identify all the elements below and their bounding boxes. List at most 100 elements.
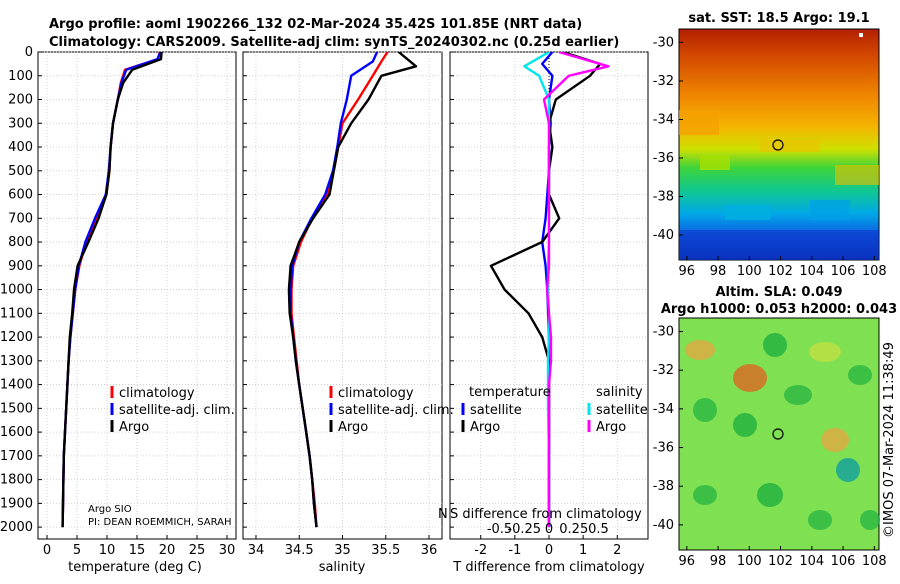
depth-tick-label: 1800 [0,473,33,488]
salinity-xlabel: salinity [319,560,366,575]
depth-tick-label: 100 [8,69,33,84]
depth-tick-label: 0 [25,45,33,60]
depth-tick-label: 1600 [0,425,33,440]
difference-legend: temperature salinity satellite Argo sate… [461,385,648,435]
depth-tick-label: 700 [8,211,33,226]
map-y-tick-label: -40 [653,518,674,533]
map-y-tick-label: -38 [653,479,674,494]
figure-title-line1: Argo profile: aoml 1902266_132 02-Mar-20… [49,17,582,32]
s-tick-label: 0 [545,522,553,537]
sla-map-title-line1: Altim. SLA: 0.049 [716,285,843,300]
credit-line1: Argo SIO [88,504,132,515]
sst-patch [810,200,850,220]
x-tick-label: 2 [613,543,621,558]
map-x-tick-label: 96 [679,264,696,279]
sla-blob [685,340,715,360]
sst-patch [835,165,879,185]
map-x-tick-label: 96 [679,554,696,569]
sst-map-axes: 96 98 100 102 104 106 108 -30 -32 -34 -36 -38 -40 [653,35,887,279]
x-tick-label: -1 [508,543,521,558]
depth-tick-label: 1700 [0,449,33,464]
sla-argo-location-marker [772,428,784,440]
x-tick-label: 34 [248,543,265,558]
depth-tick-label: 400 [8,140,33,155]
temperature-xlabel: temperature (deg C) [68,560,202,575]
legend-label-climatology: climatology [119,386,195,401]
sla-map-axes: 96 98 100 102 104 106 108 -30 -32 -34 -36 -38 -40 [653,325,887,569]
s-tick-label: -0.25 [507,522,541,537]
difference-xlabel: T difference from climatology [452,560,645,575]
sla-blob [693,398,717,422]
sst-patch [679,110,719,135]
map-x-tick-label: 100 [737,264,762,279]
depth-tick-label: 1100 [0,306,33,321]
series-group-temperature [61,52,163,528]
legend-label-satellite: satellite-adj. clim. [119,403,235,418]
x-tick-label: 20 [159,543,176,558]
series-line-salinity-argo [542,52,610,528]
temperature-legend: climatology satellite-adj. clim. Argo [110,386,235,435]
depth-tick-label: 1000 [0,283,33,298]
map-x-tick-label: 102 [768,264,793,279]
sla-blob [836,458,860,482]
map-y-tick-label: -36 [653,151,674,166]
depth-tick-label: 2000 [0,520,33,535]
depth-tick-label: 900 [8,259,33,274]
legend-label-climatology: climatology [338,386,414,401]
credit-line2: PI: DEAN ROEMMICH, SARAH [88,517,232,528]
legend-label-sal-satellite: satellite [596,403,648,418]
s-axis-prefix: N [438,507,448,522]
series-line-argo [61,52,163,528]
sla-blob [763,333,787,357]
x-axis-ticks: 0 5 10 15 20 25 30 34 34.5 35 35.5 36 -2 -1 0 1 2 [43,543,622,558]
map-x-tick-label: 108 [862,264,887,279]
depth-tick-label: 600 [8,188,33,203]
x-tick-label: 35 [334,543,351,558]
s-tick-label: 0.5 [588,522,609,537]
figure-title-line2: Climatology: CARS2009. Satellite-adj cli… [49,35,619,50]
depth-tick-label: 1200 [0,330,33,345]
sla-blob [693,485,717,505]
legend-label-temp-satellite: satellite [470,403,522,418]
depth-tick-label: 1400 [0,378,33,393]
series-group-difference [489,52,610,528]
map-y-tick-label: -30 [653,35,674,50]
x-tick-label: -2 [474,543,487,558]
map-x-tick-label: 102 [768,554,793,569]
map-x-tick-label: 98 [710,554,727,569]
s-difference-label: S difference from climatology [450,507,642,522]
series-line-argo [287,52,418,528]
legend-label-argo: Argo [119,420,149,435]
x-tick-label: 0 [545,543,553,558]
sst-argo-location-marker [772,139,784,151]
map-x-tick-label: 98 [710,264,727,279]
sla-map-title-line2: Argo h1000: 0.053 h2000: 0.043 [661,302,897,317]
sla-blob [757,483,783,507]
series-group-salinity [287,52,418,528]
depth-tick-label: 300 [8,116,33,131]
map-x-tick-label: 104 [799,264,824,279]
depth-tick-label: 1500 [0,401,33,416]
map-x-tick-label: 106 [831,264,856,279]
sst-patch [725,205,770,220]
sla-map-texture [685,333,880,530]
s-difference-ticks: -0.5-0.25 0 0.25 0.5 [487,522,609,537]
sla-blob [860,510,880,530]
profile-series [61,52,610,528]
x-tick-label: 5 [73,543,81,558]
map-x-tick-label: 108 [862,554,887,569]
depth-axis: 0 100 200 300 400 500 600 700 800 900 1000 1100 1200… [0,45,33,535]
sla-blob [809,342,841,362]
map-y-tick-label: -36 [653,441,674,456]
x-tick-label: 1 [579,543,587,558]
sst-patch [700,155,730,170]
sst-map-texture [679,33,879,260]
depth-tick-label: 500 [8,164,33,179]
legend-label-temp-argo: Argo [470,420,500,435]
legend-label-argo: Argo [338,420,368,435]
sst-marker-dot [859,33,863,37]
map-y-tick-label: -32 [653,74,674,89]
legend-label-satellite: satellite-adj. clim. [338,403,454,418]
